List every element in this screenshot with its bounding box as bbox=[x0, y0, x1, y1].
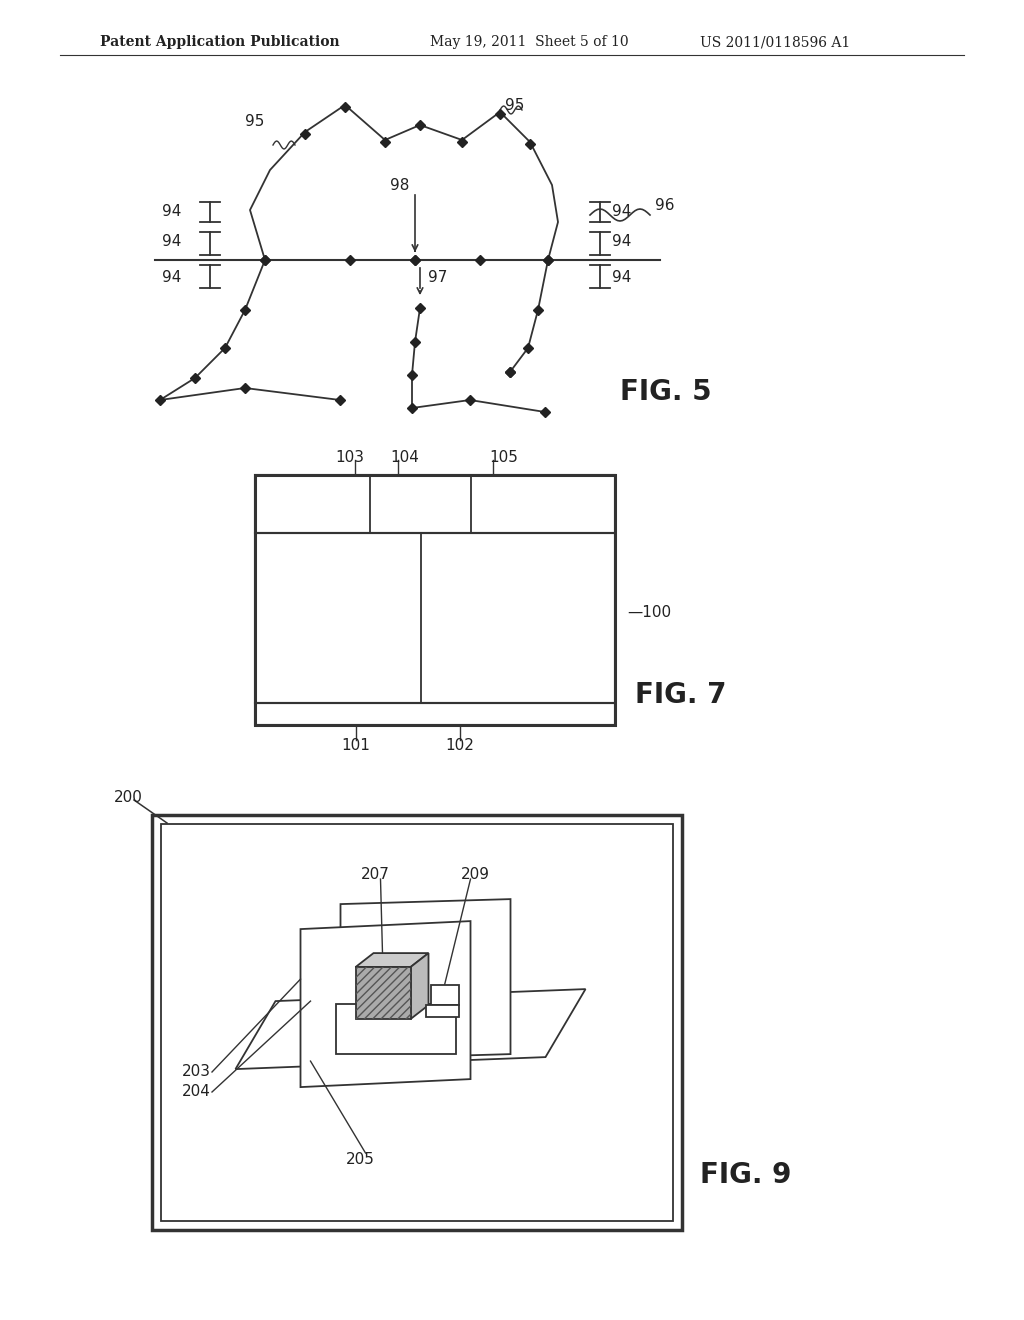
Text: Patent Application Publication: Patent Application Publication bbox=[100, 36, 340, 49]
Bar bbox=[255, 533, 615, 704]
Text: FIG. 5: FIG. 5 bbox=[620, 378, 712, 407]
Text: 94: 94 bbox=[162, 205, 181, 219]
Bar bbox=[426, 1005, 459, 1018]
Text: FIG. 9: FIG. 9 bbox=[700, 1162, 792, 1189]
Polygon shape bbox=[236, 989, 586, 1069]
Bar bbox=[255, 475, 615, 533]
Text: 95: 95 bbox=[505, 98, 524, 112]
Text: 204: 204 bbox=[182, 1085, 211, 1100]
Text: 102: 102 bbox=[445, 738, 475, 752]
Bar bbox=[152, 814, 682, 1230]
Text: 200: 200 bbox=[114, 789, 143, 804]
Text: 203: 203 bbox=[182, 1064, 211, 1080]
Text: 94: 94 bbox=[162, 235, 181, 249]
Bar bbox=[430, 985, 459, 1005]
Text: 94: 94 bbox=[162, 271, 181, 285]
Text: 101: 101 bbox=[341, 738, 371, 752]
Text: 98: 98 bbox=[390, 177, 410, 193]
Text: US 2011/0118596 A1: US 2011/0118596 A1 bbox=[700, 36, 850, 49]
Text: 103: 103 bbox=[335, 450, 365, 465]
Text: FIG. 7: FIG. 7 bbox=[635, 681, 726, 709]
Bar bbox=[255, 704, 615, 725]
Text: 94: 94 bbox=[612, 205, 632, 219]
Text: 94: 94 bbox=[612, 271, 632, 285]
Bar bbox=[336, 1005, 456, 1055]
Polygon shape bbox=[355, 953, 428, 968]
Text: 97: 97 bbox=[428, 271, 447, 285]
Polygon shape bbox=[300, 921, 470, 1088]
Text: 94: 94 bbox=[612, 235, 632, 249]
Bar bbox=[255, 475, 615, 725]
Text: 96: 96 bbox=[655, 198, 675, 213]
Text: 104: 104 bbox=[390, 450, 419, 465]
Text: May 19, 2011  Sheet 5 of 10: May 19, 2011 Sheet 5 of 10 bbox=[430, 36, 629, 49]
Text: —100: —100 bbox=[627, 605, 671, 620]
Text: 207: 207 bbox=[360, 867, 389, 882]
Bar bbox=[355, 968, 411, 1019]
Polygon shape bbox=[341, 899, 511, 1059]
Text: 105: 105 bbox=[489, 450, 518, 465]
Bar bbox=[161, 824, 673, 1221]
Polygon shape bbox=[411, 953, 428, 1019]
Text: 95: 95 bbox=[245, 115, 264, 129]
Text: 205: 205 bbox=[345, 1152, 375, 1167]
Bar bbox=[355, 968, 411, 1019]
Text: 209: 209 bbox=[461, 867, 489, 882]
